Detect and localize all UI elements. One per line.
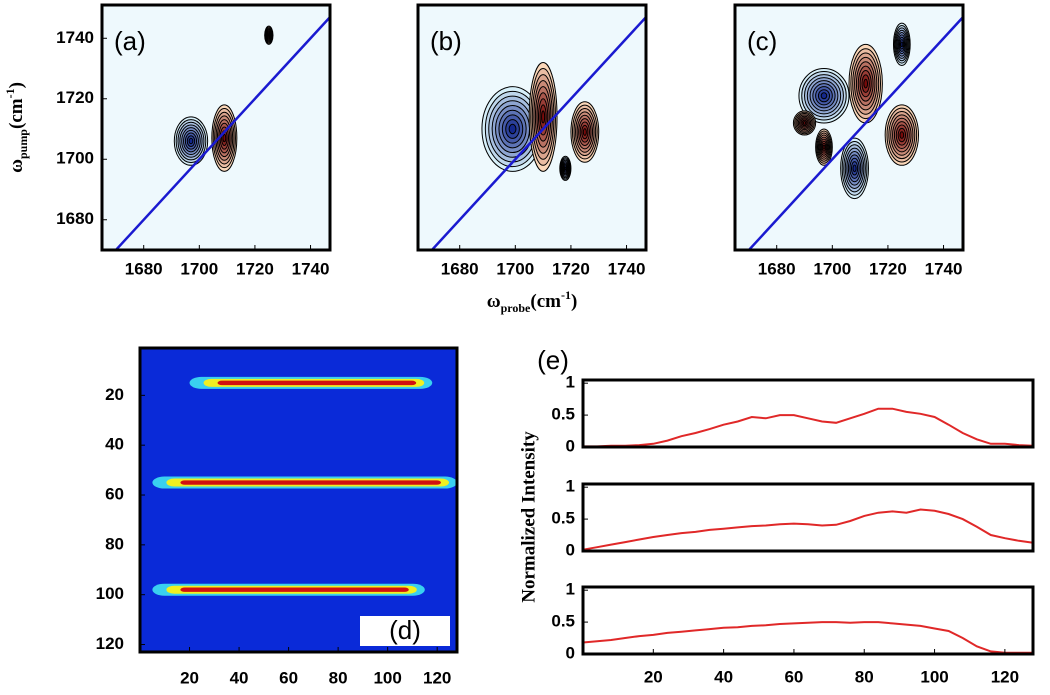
y-tick-label: 0.5 [551, 405, 575, 424]
contour-level [863, 78, 869, 89]
symbol: ω [487, 291, 501, 312]
x-tick-label: 1700 [496, 259, 534, 278]
frame [138, 346, 459, 654]
y-tick-label: 0.5 [551, 612, 575, 631]
x-tick-label: 60 [279, 668, 298, 687]
frame [581, 585, 1035, 656]
x-tick-label: 1700 [180, 259, 218, 278]
y-tick-label: 1680 [56, 209, 94, 228]
x-tick-label: 1740 [925, 259, 963, 278]
contour-level [820, 92, 828, 100]
contour-level [267, 33, 270, 37]
frame [581, 378, 1035, 449]
y-tick-label: 0 [566, 540, 575, 559]
diagonal [430, 16, 646, 250]
contour-level [541, 110, 546, 124]
panel-label: (c) [747, 26, 777, 56]
y-tick-label: 0 [566, 436, 575, 455]
contour-level [188, 137, 194, 145]
x-tick-label: 120 [423, 668, 451, 687]
y-axis-title: ωpump(cm-1) [3, 82, 30, 173]
intensity-band [217, 380, 417, 386]
superscript: -1 [561, 288, 571, 302]
y-tick-label: 1700 [56, 149, 94, 168]
contour-level [564, 166, 567, 171]
x-tick-label: 1720 [552, 259, 590, 278]
superscript: -1 [3, 88, 17, 98]
contour-level [802, 121, 807, 125]
intensity-band [180, 587, 409, 592]
plot-area [430, 16, 646, 250]
x-tick-label: 1680 [758, 259, 796, 278]
panel-label: (a) [114, 26, 146, 56]
y-tick-label: 1740 [56, 28, 94, 47]
x-tick-label: 1680 [125, 259, 163, 278]
frame [416, 3, 648, 252]
plot-area [114, 16, 330, 250]
plot-area [747, 16, 963, 250]
contour-level [852, 164, 857, 173]
x-tick-label: 1740 [292, 259, 330, 278]
unit: (cm [6, 98, 27, 129]
y-tick-label: 0.5 [551, 509, 575, 528]
y-tick-label: 1 [566, 373, 575, 392]
image-area [152, 376, 457, 596]
y-tick-label: 1 [566, 580, 575, 599]
contour-level [900, 41, 904, 48]
frame [100, 3, 332, 252]
x-axis-title: ωprobe(cm-1) [487, 288, 578, 315]
y-tick-label: 120 [96, 634, 124, 653]
contour-level [508, 123, 517, 135]
contour-level [822, 144, 826, 150]
x-tick-label: 80 [329, 668, 348, 687]
x-tick-label: 1720 [869, 259, 907, 278]
y-tick-label: 60 [105, 485, 124, 504]
x-tick-label: 100 [920, 667, 948, 686]
spectrum-line [582, 508, 1034, 551]
contour-level [582, 128, 587, 136]
x-tick-label: 1720 [236, 259, 274, 278]
y-tick-label: 0 [566, 643, 575, 662]
x-tick-label: 1700 [813, 259, 851, 278]
spectrum-line [583, 407, 1034, 448]
intensity-band [180, 480, 441, 485]
x-tick-label: 120 [991, 667, 1019, 686]
symbol: ω [6, 159, 27, 173]
y-tick-label: 40 [105, 435, 124, 454]
y-axis-title: Normalized Intensity [518, 431, 539, 603]
spectrum-line [582, 621, 1033, 654]
y-tick-label: 1720 [56, 88, 94, 107]
y-tick-label: 1 [566, 477, 575, 496]
close: ) [571, 291, 577, 312]
contour-level [899, 131, 905, 139]
frame [733, 3, 965, 252]
x-tick-label: 60 [784, 667, 803, 686]
label-box [360, 616, 450, 646]
image-background [140, 348, 457, 652]
x-tick-label: 20 [180, 668, 199, 687]
x-tick-label: 20 [644, 667, 663, 686]
panel-label: (d) [389, 615, 421, 645]
x-tick-label: 80 [855, 667, 874, 686]
diagonal [747, 16, 963, 250]
y-tick-label: 80 [105, 534, 124, 553]
unit: (cm [530, 291, 561, 312]
x-tick-label: 40 [230, 668, 249, 687]
subscript: probe [501, 301, 531, 315]
subscript: pump [16, 129, 30, 159]
y-tick-label: 20 [105, 385, 124, 404]
close: ) [6, 82, 27, 88]
frame [581, 482, 1035, 553]
x-tick-label: 40 [714, 667, 733, 686]
panel-label: (e) [537, 345, 569, 375]
x-tick-label: 1740 [608, 259, 646, 278]
panel-label: (b) [430, 26, 462, 56]
x-tick-label: 1680 [441, 259, 479, 278]
y-tick-label: 100 [96, 584, 124, 603]
diagonal [114, 16, 330, 250]
plot-background [735, 5, 963, 250]
contour-level [222, 133, 227, 143]
x-tick-label: 100 [373, 668, 401, 687]
